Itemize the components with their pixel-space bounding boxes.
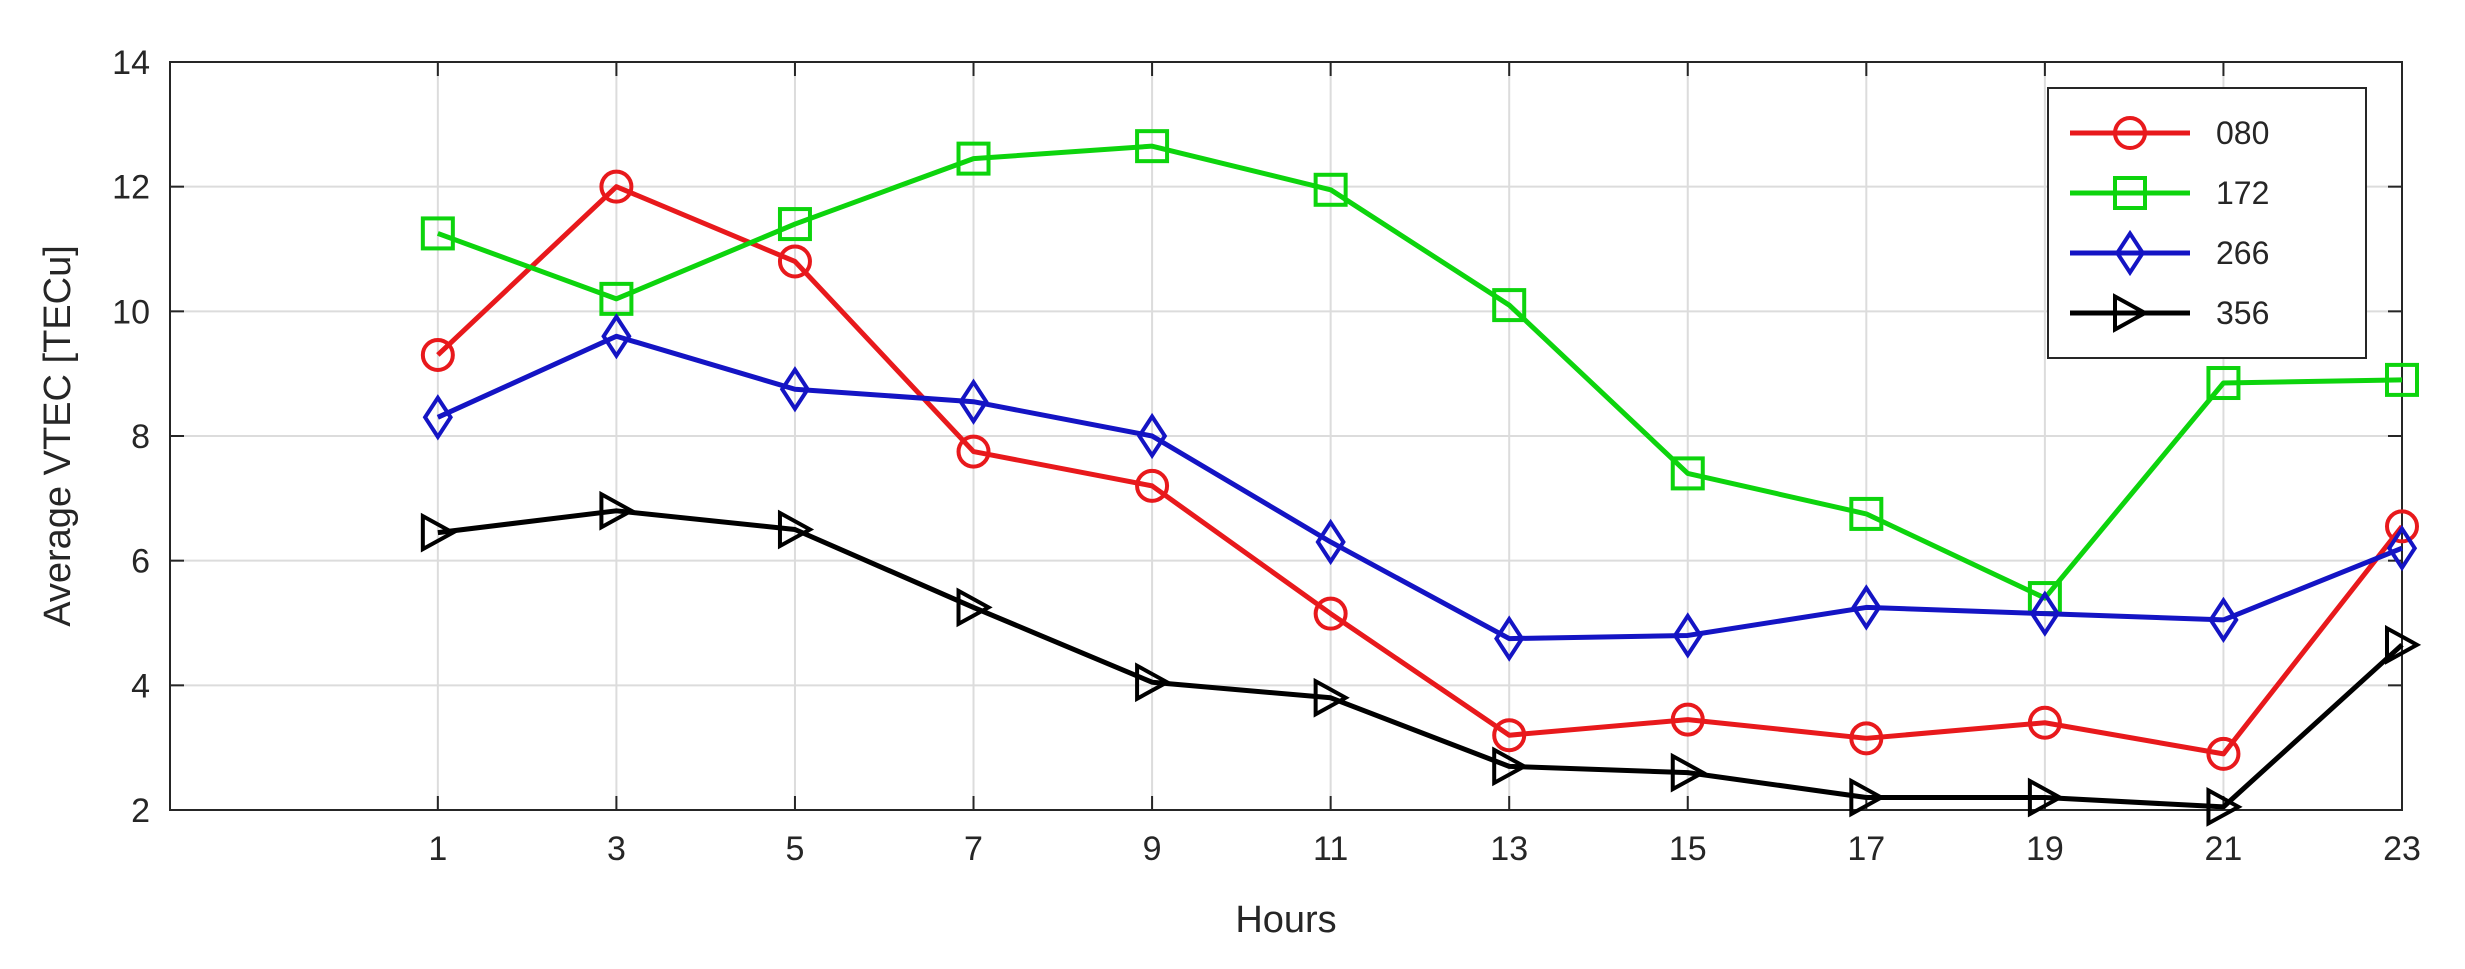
series-080 <box>420 169 2419 771</box>
y-tick-label: 4 <box>131 667 150 705</box>
data-point-080 <box>2385 509 2419 544</box>
legend-marker <box>2113 293 2150 333</box>
x-tick-label: 17 <box>1847 830 1885 868</box>
data-point-356 <box>420 512 457 553</box>
legend-item: 356 <box>2070 293 2269 333</box>
data-point-266 <box>601 313 632 360</box>
data-point-356 <box>1135 662 1172 703</box>
data-point-172 <box>1670 456 1705 491</box>
legend-item: 172 <box>2070 175 2269 211</box>
legend-label: 172 <box>2216 175 2269 211</box>
data-point-080 <box>599 169 634 204</box>
series-line-080 <box>436 184 2404 757</box>
legend-item: 266 <box>2070 229 2269 277</box>
y-tick-label: 8 <box>131 418 150 456</box>
data-point-266 <box>2208 596 2239 644</box>
data-point-356 <box>777 509 815 550</box>
data-point-356 <box>1313 677 1350 718</box>
data-point-172 <box>1492 288 1527 323</box>
legend-box <box>2047 87 2367 359</box>
y-tick-label: 2 <box>131 792 150 830</box>
data-point-356 <box>599 490 636 531</box>
data-point-356 <box>956 587 993 628</box>
data-point-266 <box>958 378 989 425</box>
x-tick-label: 21 <box>2205 830 2243 868</box>
data-point-080 <box>777 244 812 279</box>
data-point-172 <box>1135 129 1170 164</box>
series-266 <box>422 313 2418 662</box>
legend-item: 080 <box>2070 115 2269 151</box>
data-point-356 <box>1670 752 1707 793</box>
series <box>420 129 2422 827</box>
data-point-080 <box>2027 705 2062 740</box>
data-point-172 <box>1849 496 1884 531</box>
legend-marker <box>2113 116 2147 150</box>
x-tick-label: 19 <box>2026 830 2064 868</box>
data-point-080 <box>1492 718 1527 753</box>
data-point-266 <box>1136 412 1168 460</box>
y-axis-title: Average VTEC [TECu] <box>37 245 79 627</box>
x-tick-label: 3 <box>607 830 626 868</box>
data-point-266 <box>422 394 453 441</box>
data-point-266 <box>1851 584 1882 631</box>
y-tick-label: 10 <box>112 293 150 331</box>
x-tick-label: 23 <box>2383 830 2421 868</box>
legend: 080 172 266 356 <box>2047 87 2367 359</box>
data-point-266 <box>779 366 811 413</box>
data-point-172 <box>1313 172 1348 207</box>
y-tick-label: 12 <box>112 169 150 207</box>
data-point-356 <box>1849 777 1886 818</box>
x-axis-title: Hours <box>1235 899 1336 941</box>
data-point-172 <box>420 216 455 251</box>
series-line-356 <box>437 508 2404 810</box>
data-point-172 <box>956 141 991 176</box>
series-356 <box>420 490 2422 827</box>
y-tick-label: 6 <box>131 543 150 581</box>
data-point-172 <box>2206 366 2241 401</box>
data-point-172 <box>777 207 812 242</box>
series-line-266 <box>436 333 2403 642</box>
legend-label: 266 <box>2216 235 2269 271</box>
data-point-172 <box>2385 362 2419 397</box>
data-point-080 <box>1670 702 1705 737</box>
data-point-266 <box>1315 518 1346 566</box>
data-point-356 <box>2385 624 2422 665</box>
x-tick-label: 1 <box>428 830 447 868</box>
data-point-266 <box>2029 590 2061 637</box>
x-tick-label: 9 <box>1143 830 1162 868</box>
x-tick-label: 13 <box>1490 830 1528 868</box>
series-line-172 <box>436 143 2403 601</box>
legend-label: 080 <box>2216 115 2269 151</box>
data-point-080 <box>1135 468 1170 503</box>
data-point-080 <box>420 337 455 372</box>
legend-label: 356 <box>2216 295 2269 331</box>
data-point-080 <box>1849 721 1884 756</box>
legend-marker <box>2114 229 2146 277</box>
data-point-356 <box>2206 787 2243 827</box>
y-tick-label: 14 <box>112 44 150 82</box>
data-point-356 <box>2027 777 2065 818</box>
x-tick-label: 15 <box>1669 830 1707 868</box>
x-tick-label: 11 <box>1313 830 1348 868</box>
x-tick-label: 7 <box>964 830 983 868</box>
data-point-080 <box>1313 596 1348 631</box>
data-point-080 <box>2206 736 2241 771</box>
data-point-356 <box>1492 746 1529 787</box>
data-point-080 <box>956 434 991 469</box>
data-point-266 <box>1494 615 1525 662</box>
data-point-266 <box>2386 525 2418 572</box>
x-tick-label: 5 <box>785 830 804 868</box>
data-point-266 <box>1672 612 1703 659</box>
series-172 <box>420 129 2419 616</box>
legend-marker <box>2113 176 2147 210</box>
